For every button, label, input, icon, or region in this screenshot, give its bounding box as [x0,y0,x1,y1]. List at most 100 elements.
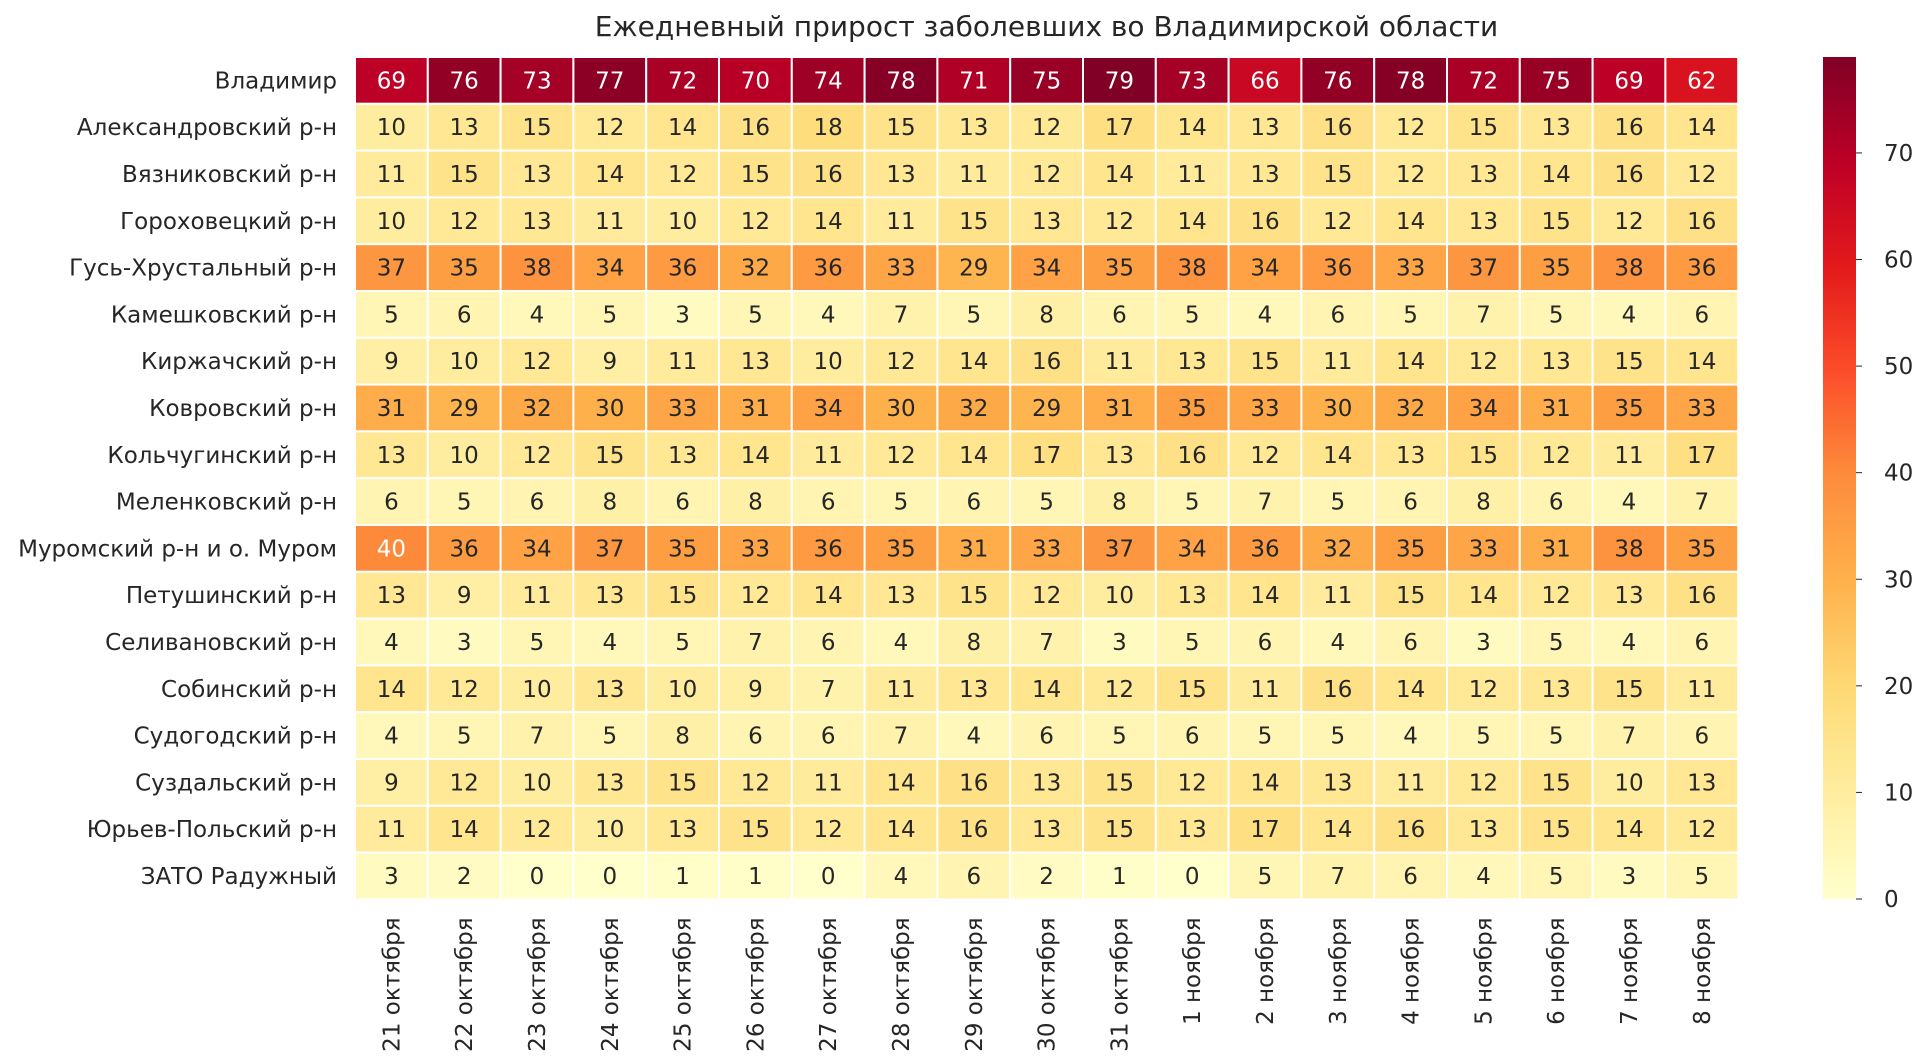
heatmap-cell [1664,758,1740,807]
cell-value-label: 17 [1032,443,1061,469]
heatmap-cell [1373,711,1448,761]
cell-value-label: 14 [741,443,770,469]
heatmap-cell [718,149,793,199]
heatmap-cell [1446,383,1521,433]
heatmap-cell [1227,758,1303,807]
heatmap-cell [1227,290,1303,339]
column-label: 3 ноября [1326,917,1352,1025]
cell-value-label: 32 [1396,396,1425,422]
heatmap-cell [1082,243,1157,292]
cell-value-label: 37 [595,536,624,562]
column-label: 1 ноября [1180,917,1206,1025]
column-label: 21 октября [379,917,405,1051]
heatmap-cell [426,102,502,152]
cell-value-label: 15 [886,115,915,141]
cell-value-label: 15 [1105,770,1134,796]
heatmap-cell [1591,383,1667,433]
cell-value-label: 12 [450,770,479,796]
heatmap-cell [1227,804,1303,854]
cell-value-label: 35 [668,536,697,562]
cell-value-label: 2 [1039,864,1054,890]
column-label: 5 ноября [1471,917,1497,1025]
cell-value-label: 4 [966,724,981,750]
cell-value-label: 3 [457,630,472,656]
cell-value-label: 13 [377,583,406,609]
heatmap-cell [1082,196,1157,246]
row-label: Гороховецкий р-н [120,209,337,235]
cell-value-label: 5 [1476,724,1491,750]
row-label: Кольчугинский р-н [107,443,337,469]
cell-value-label: 7 [748,630,763,656]
heatmap-cell [718,570,793,620]
cell-value-label: 35 [1687,536,1716,562]
cell-value-label: 14 [959,443,988,469]
heatmap-cell [645,290,721,339]
heatmap-cell [1518,149,1594,199]
heatmap-cell [1154,477,1230,527]
cell-value-label: 6 [966,490,981,516]
heatmap-cell [1664,524,1740,573]
heatmap-cell [572,290,648,339]
column-labels: 21 октября 22 октября 23 октября 24 октября… [379,917,1715,1051]
heatmap-cell [572,477,648,527]
cell-value-label: 35 [886,536,915,562]
heatmap-cell [863,851,939,901]
cell-value-label: 7 [1476,302,1491,328]
cell-value-label: 5 [384,302,399,328]
cell-value-label: 35 [1178,396,1207,422]
cell-value-label: 31 [1542,536,1571,562]
cell-value-label: 15 [959,583,988,609]
cell-value-label: 11 [1396,770,1425,796]
cell-value-label: 16 [959,770,988,796]
cell-value-label: 31 [959,536,988,562]
heatmap-cell [1518,570,1594,620]
column-label: 30 октября [1035,917,1061,1051]
cell-value-label: 5 [675,630,690,656]
cell-value-label: 14 [1178,115,1207,141]
cell-value-label: 35 [1614,396,1643,422]
cell-value-label: 5 [1185,490,1200,516]
cell-value-label: 11 [814,770,843,796]
cell-value-label: 13 [1250,162,1279,188]
heatmap-cell [790,149,866,199]
cell-value-label: 5 [1549,864,1564,890]
cell-value-label: 6 [1694,302,1709,328]
cell-value-label: 13 [522,162,551,188]
heatmap-cell [1300,524,1376,573]
cell-value-label: 32 [741,256,770,282]
heatmap-cell [354,56,429,105]
cell-value-label: 11 [1323,583,1352,609]
heatmap-cell [790,617,866,667]
heatmap-cell [790,570,866,620]
colorbar-tick-label: 50 [1884,354,1913,380]
cell-value-label: 11 [1323,349,1352,375]
cell-value-label: 34 [1469,396,1498,422]
column-label: 2 ноября [1253,917,1279,1025]
heatmap-cell [499,570,575,620]
cell-value-label: 16 [1032,349,1061,375]
cell-value-label: 38 [522,256,551,282]
colorbar-tick-label: 0 [1884,887,1899,913]
row-label: Суздальский р-н [135,770,337,796]
cell-value-label: 5 [1112,724,1127,750]
cell-value-label: 31 [377,396,406,422]
cell-value-label: 11 [886,209,915,235]
heatmap-cell [1154,149,1230,199]
cell-value-label: 32 [1323,536,1352,562]
heatmap-cell [499,243,575,292]
cell-value-label: 17 [1250,817,1279,843]
cell-value-label: 33 [886,256,915,282]
heatmap-cell [1009,383,1085,433]
cell-value-label: 11 [377,162,406,188]
cell-value-label: 14 [1032,677,1061,703]
cell-value-label: 13 [377,443,406,469]
heatmap-cell [1664,102,1740,152]
heatmap-cell [499,664,575,714]
cell-value-label: 76 [450,68,479,94]
heatmap-cell [572,804,648,854]
heatmap-cell [936,664,1012,714]
heatmap-cell [1082,711,1157,761]
cell-value-label: 9 [602,349,617,375]
cell-value-label: 12 [1032,162,1061,188]
cell-value-label: 13 [886,583,915,609]
